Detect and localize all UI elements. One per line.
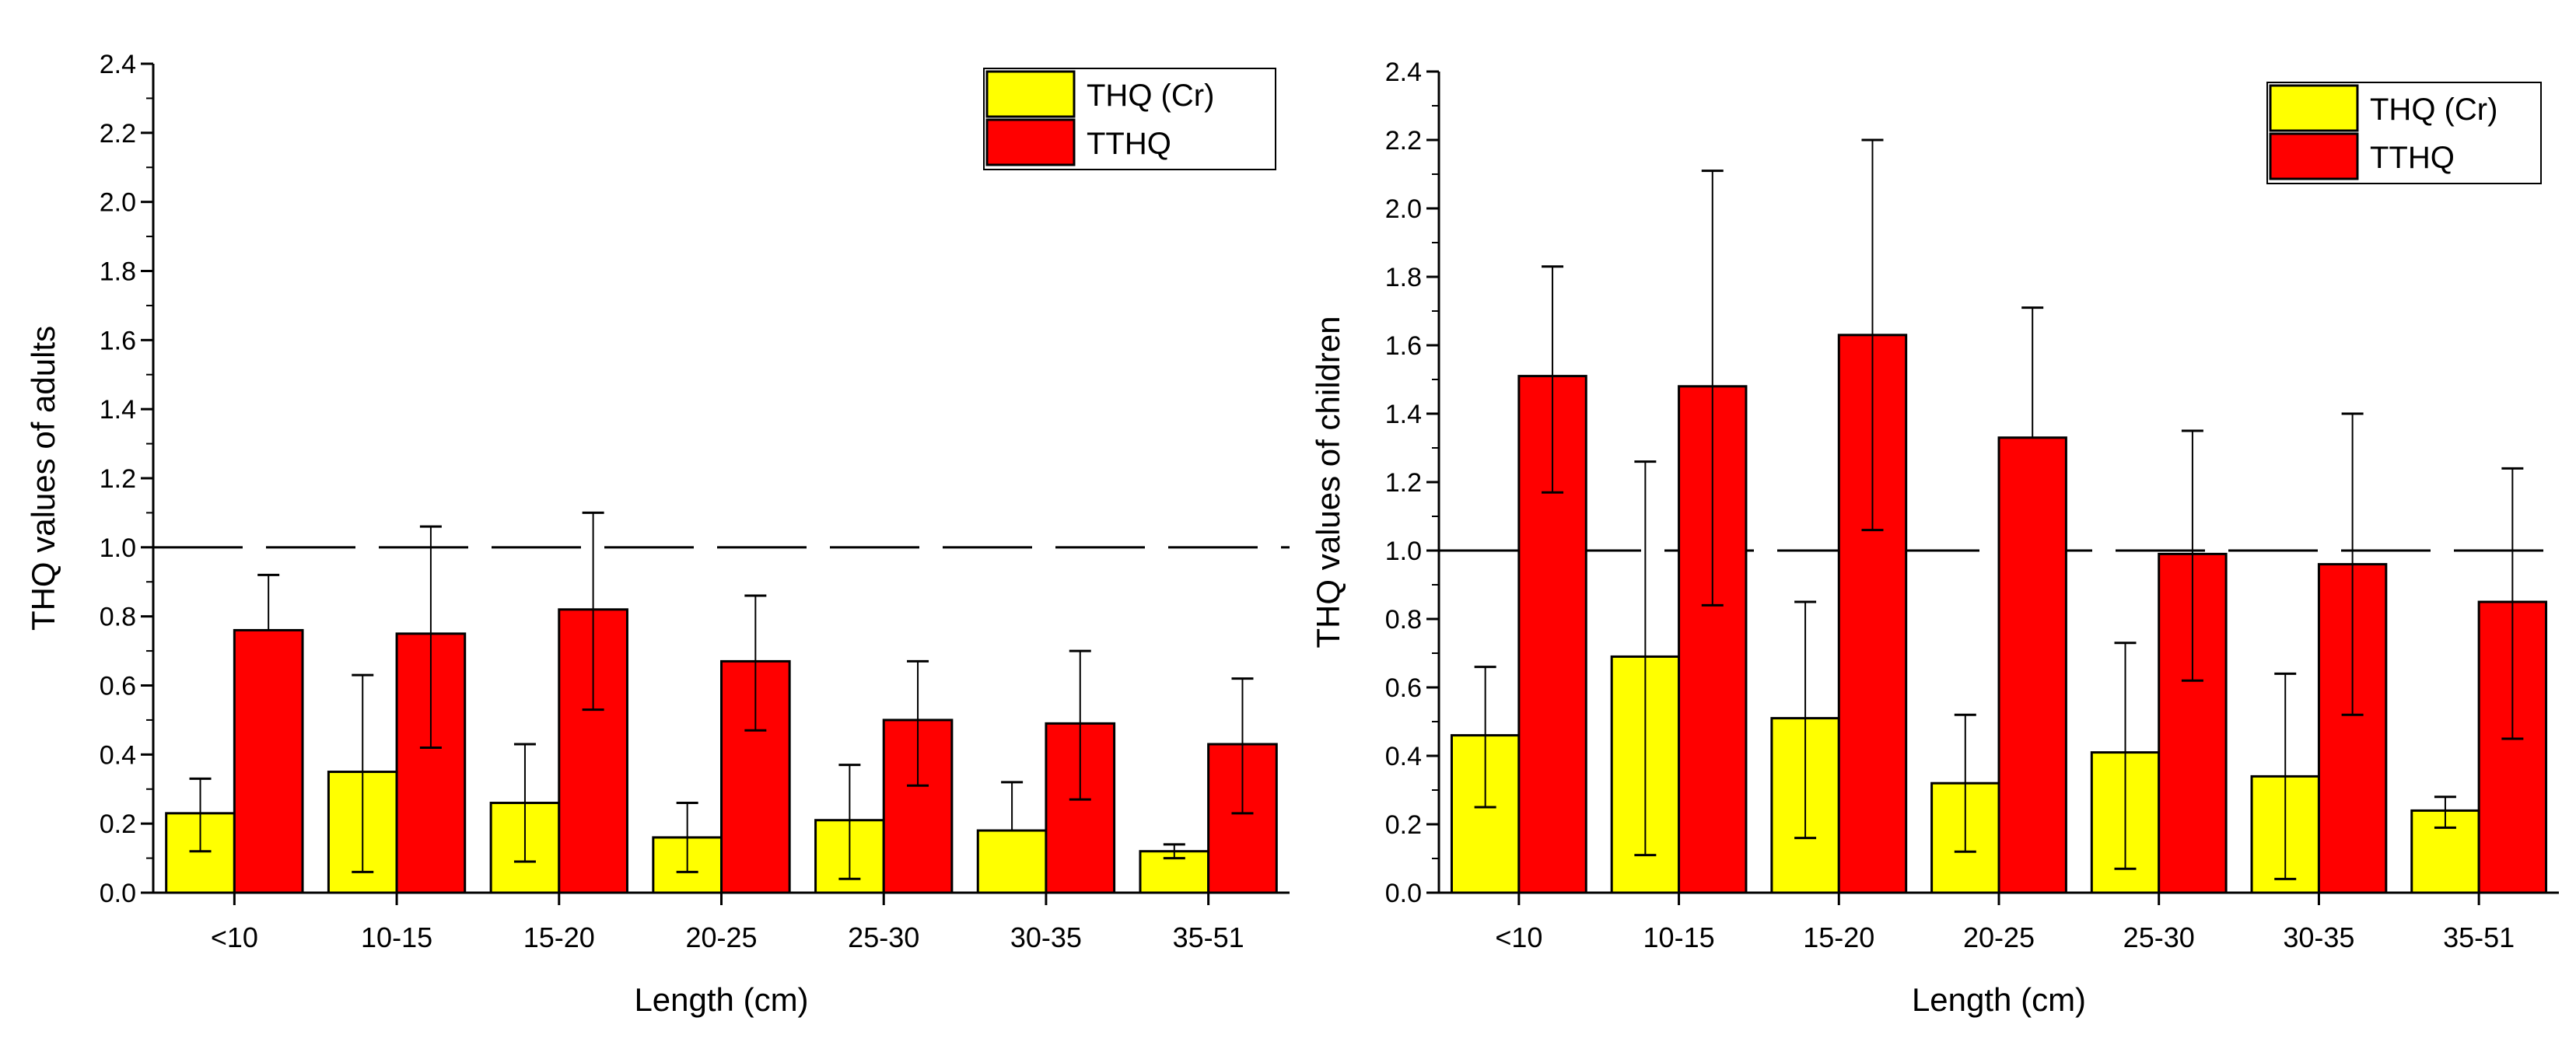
- y-tick-label: 0.6: [100, 672, 136, 701]
- y-tick-label: 1.4: [1385, 400, 1422, 429]
- legend-label-tthq: TTHQ: [1087, 127, 1171, 161]
- y-tick-label: 0.0: [100, 879, 136, 908]
- x-tick-label: 15-20: [1803, 921, 1874, 953]
- y-tick-label: 1.4: [100, 395, 136, 425]
- x-tick-label: 30-35: [2283, 921, 2354, 953]
- y-tick-label: 2.2: [100, 119, 136, 149]
- y-tick-label: 0.8: [1385, 605, 1422, 635]
- y-tick-label: 1.6: [1385, 331, 1422, 361]
- y-tick-label: 2.4: [1385, 58, 1422, 87]
- legend-swatch-tthq: [2269, 132, 2359, 180]
- bar-tthq: [1837, 334, 1908, 894]
- x-tick-label: 25-30: [2123, 921, 2195, 953]
- y-tick-label: 1.2: [1385, 468, 1422, 498]
- y-tick-label: 2.0: [1385, 194, 1422, 224]
- y-tick-label: 0.6: [1385, 673, 1422, 703]
- x-tick-label: 15-20: [523, 921, 595, 953]
- x-axis-label: Length (cm): [1912, 981, 2086, 1018]
- x-tick-label: <10: [1495, 921, 1542, 953]
- y-tick-label: 1.0: [1385, 537, 1422, 566]
- y-tick-label: 0.8: [100, 603, 136, 632]
- legend-swatch-thq-cr: [2269, 84, 2359, 132]
- x-tick-label: 20-25: [685, 921, 757, 953]
- x-tick-label: 10-15: [361, 921, 432, 953]
- y-tick-label: 1.6: [100, 326, 136, 355]
- legend-label-thq-cr: THQ (Cr): [2370, 93, 2497, 127]
- legend-swatch-thq-cr: [985, 70, 1076, 118]
- legend-label-tthq: TTHQ: [2370, 141, 2455, 175]
- y-tick-label: 2.0: [100, 188, 136, 218]
- y-tick-label: 0.4: [1385, 742, 1422, 771]
- x-tick-label: 25-30: [848, 921, 919, 953]
- bar-tthq: [233, 628, 304, 894]
- y-tick-label: 0.2: [100, 809, 136, 839]
- x-tick-label: 20-25: [1963, 921, 2035, 953]
- x-tick-label: 30-35: [1010, 921, 1082, 953]
- y-tick-label: 1.0: [100, 533, 136, 563]
- legend-swatch-tthq: [985, 118, 1076, 166]
- x-tick-label: 35-51: [1173, 921, 1244, 953]
- x-tick-label: <10: [211, 921, 258, 953]
- y-axis-label: THQ values of children: [1310, 316, 1346, 648]
- chart-children: <10 10-15 15-20 20-25 25-30 30-35 35-51 0.0 0.2 0…: [1310, 58, 2559, 1018]
- x-tick-label: 35-51: [2443, 921, 2515, 953]
- y-tick-label: 2.2: [1385, 126, 1422, 156]
- y-tick-label: 1.8: [100, 257, 136, 287]
- x-axis-label: Length (cm): [634, 981, 808, 1018]
- y-tick-label: 0.0: [1385, 879, 1422, 908]
- chart-adults: <10 10-15 15-20 20-25 25-30 30-35 35-51 0.0 0.2 0…: [25, 50, 1290, 1018]
- bar-tthq: [1997, 436, 2067, 894]
- legend: THQ (Cr) TTHQ: [2266, 82, 2542, 184]
- y-tick-label: 0.2: [1385, 810, 1422, 840]
- bar-thq-cr: [976, 829, 1048, 894]
- x-tick-label: 10-15: [1643, 921, 1715, 953]
- legend-label-thq-cr: THQ (Cr): [1087, 79, 1214, 113]
- y-axis-label: THQ values of adults: [25, 326, 61, 631]
- legend: THQ (Cr) TTHQ: [983, 68, 1276, 170]
- y-tick-label: 0.4: [100, 740, 136, 770]
- y-tick-label: 1.8: [1385, 263, 1422, 292]
- y-tick-label: 1.2: [100, 464, 136, 494]
- y-tick-label: 2.4: [100, 50, 136, 79]
